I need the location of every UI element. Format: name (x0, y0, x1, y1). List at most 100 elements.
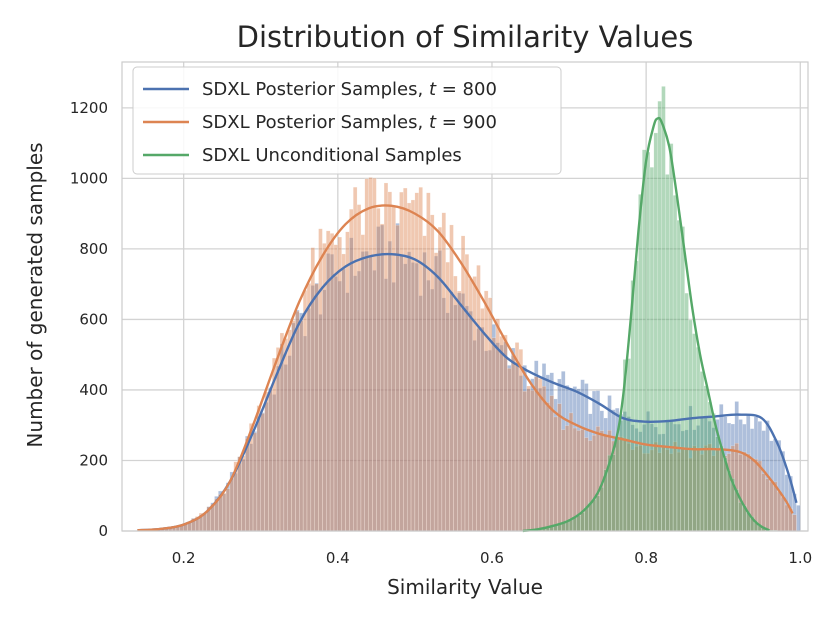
histogram-bar (684, 292, 689, 532)
histogram-bar (260, 413, 265, 532)
histogram-bar (738, 502, 743, 532)
histogram-bar (796, 505, 801, 532)
histogram-bar (591, 499, 597, 532)
histogram-bar (337, 236, 342, 532)
histogram-bar (769, 481, 774, 532)
histogram-bar (387, 191, 392, 532)
histogram-bar (229, 477, 234, 532)
histogram-bar (349, 208, 354, 532)
legend: SDXL Posterior Samples, t = 800 SDXL Post… (132, 66, 562, 175)
x-tick-label: 1.0 (788, 549, 812, 567)
histogram-bar (460, 235, 466, 532)
histogram-bar (719, 445, 724, 532)
chart-title: Distribution of Similarity Values (237, 20, 694, 54)
histogram-bar (437, 226, 443, 532)
histogram-bar (653, 132, 658, 532)
histogram-bar (665, 174, 670, 532)
y-tick-label: 800 (79, 240, 108, 258)
histogram-bar (333, 244, 339, 532)
histogram-bar (626, 358, 631, 532)
histogram-bar (418, 187, 423, 532)
histogram-bar (784, 504, 789, 532)
histogram-bar (649, 167, 655, 532)
x-tick-label: 0.8 (634, 549, 658, 567)
histogram-bar (757, 460, 762, 532)
histogram-bar (414, 192, 419, 532)
histogram-bar (657, 100, 662, 532)
histogram-bar (291, 320, 296, 532)
histogram-bar (645, 151, 651, 532)
histogram-bar (484, 290, 489, 532)
histogram-bar (491, 337, 497, 532)
legend-label: SDXL Posterior Samples, t = 800 (202, 79, 497, 100)
y-tick-label: 400 (79, 381, 108, 399)
histogram-bar (225, 488, 231, 532)
histogram-bar (541, 386, 547, 532)
histogram-bar (368, 177, 373, 532)
histogram-bar (615, 438, 620, 532)
histogram-bar (711, 413, 716, 532)
histogram-bar (580, 512, 585, 532)
plot-frame (121, 61, 809, 532)
histogram-bar (776, 491, 782, 532)
histogram-bar (723, 457, 728, 532)
histogram-bar (380, 223, 385, 532)
histogram-bar (634, 260, 639, 532)
x-tick-label: 0.4 (326, 549, 350, 567)
histogram-bar (476, 265, 481, 532)
histogram-bar (445, 261, 450, 532)
plot-border (121, 61, 809, 532)
histogram-bar (306, 283, 312, 532)
x-axis-ticks: 0.2 0.4 0.6 0.8 1.0 (172, 549, 812, 567)
y-axis-ticks: 0 200 400 600 800 1000 1200 (70, 99, 108, 540)
kde-lines (137, 116, 798, 533)
histogram-bar (507, 368, 512, 532)
histogram-bar (326, 230, 331, 532)
histogram-bar (299, 320, 304, 532)
histogram-bar (715, 436, 720, 532)
y-tick-label: 1200 (70, 99, 108, 117)
histogram-bar (568, 412, 574, 532)
histogram-bar (703, 385, 708, 532)
histogram-bar (302, 290, 308, 532)
histogram-bar (287, 329, 292, 532)
histogram-bar (692, 333, 697, 532)
kde-line-series-1 (137, 252, 798, 532)
histogram-bar (395, 224, 400, 532)
histogram-bar (530, 390, 535, 532)
histogram-bar (399, 191, 404, 532)
histogram-bar (514, 342, 520, 532)
histogram-bar (314, 283, 319, 532)
histogram-bar (245, 438, 250, 532)
histogram-bar (676, 220, 682, 532)
histogram-bar (557, 403, 562, 532)
histogram-bar (453, 275, 458, 532)
histogram-bar (549, 395, 554, 532)
histogram-bar (576, 515, 581, 532)
histogram-bar (472, 276, 477, 532)
histogram-bar (252, 432, 258, 532)
histogram-bar (672, 195, 678, 532)
histogram-bar (383, 182, 389, 532)
histogram-bar (642, 149, 647, 532)
histogram-bar (565, 425, 570, 532)
histogram-bar (792, 514, 797, 532)
histogram-bar (430, 214, 435, 532)
histogram-bar (669, 143, 674, 532)
histogram-bar (283, 338, 288, 532)
histogram-bar (638, 194, 643, 532)
histogram-bar (688, 319, 693, 532)
histogram-bar (464, 254, 470, 532)
kde-line-series-2 (137, 204, 794, 532)
histogram-bar (526, 385, 531, 532)
histogram-bar (780, 496, 786, 532)
histogram-bar (618, 420, 624, 532)
histogram-bar (561, 429, 566, 532)
histogram-bar (457, 290, 462, 532)
legend-label: SDXL Posterior Samples, t = 900 (202, 112, 497, 133)
histogram-bar (360, 234, 365, 532)
histogram-bar (545, 402, 550, 532)
histogram-bar (480, 308, 485, 532)
histogram-bar (376, 208, 381, 532)
